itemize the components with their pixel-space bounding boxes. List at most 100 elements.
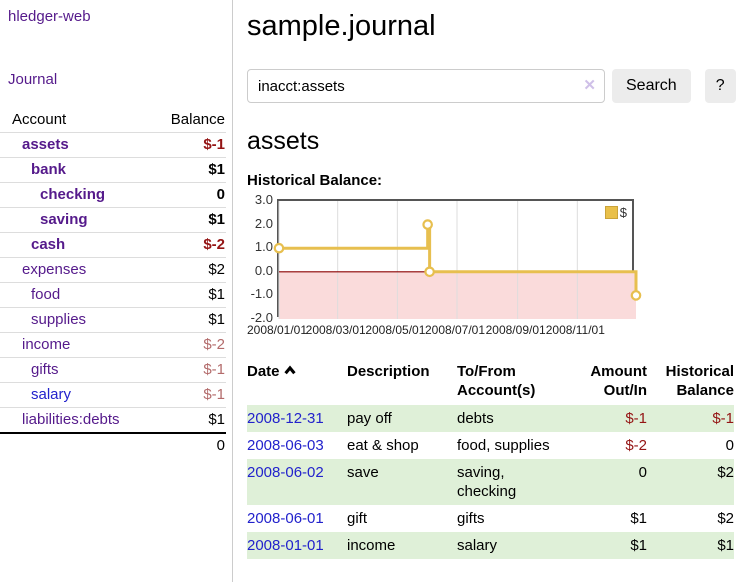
transaction-date-link[interactable]: 2008-06-02 [247,464,324,481]
accounts-total-row: 0 [0,432,226,458]
transaction-description: eat & shop [347,437,419,454]
account-link-food[interactable]: food [31,286,61,303]
search-form: ✕ Search ? [247,69,736,103]
chart-plot-area: $ [273,199,642,319]
transaction-accounts: salary [457,532,575,559]
account-link-saving[interactable]: saving [40,211,88,228]
transaction-amount: $1 [575,532,647,559]
x-axis-tick-label: 2008/01/01 [246,323,308,337]
account-row-saving: saving $1 [0,208,226,233]
account-balance: $1 [208,161,225,178]
account-balance: $1 [208,286,225,303]
transaction-date-link[interactable]: 2008-01-01 [247,537,324,554]
account-link-cash[interactable]: cash [31,236,66,253]
accounts-total-value: 0 [216,437,225,454]
account-link-income[interactable]: income [22,336,71,353]
account-balance: 0 [216,186,225,203]
account-link-salary[interactable]: salary [31,386,72,403]
search-input[interactable] [247,69,605,103]
x-axis-tick-label: 2008/03/01 [305,323,366,337]
transaction-description: income [347,532,457,559]
search-box: ✕ [247,69,605,103]
transaction-date-link[interactable]: 2008-12-31 [247,410,324,427]
balance-column-header: Balance [170,111,225,128]
account-row-salary: salary $-1 [0,383,226,408]
clear-search-icon[interactable]: ✕ [583,77,596,94]
accounts-table: Account Balance assets $-1 bank $1 check… [0,108,226,458]
chart-title: Historical Balance: [247,172,383,189]
account-row-liabilities-debts: liabilities:debts $1 [0,408,226,432]
account-row-cash: cash $-2 [0,233,226,258]
accounts-table-header: Account Balance [0,108,226,133]
transaction-date-link[interactable]: 2008-06-01 [247,510,324,527]
account-balance: $2 [208,261,225,278]
account-row-supplies: supplies $1 [0,308,226,333]
amount-column-header: Amount Out/In [590,363,647,399]
transaction-amount: 0 [575,459,647,505]
account-balance: $-2 [203,336,225,353]
transaction-amount: $1 [630,510,647,527]
date-column-header[interactable]: Date [247,359,347,405]
account-balance: $-1 [203,361,225,378]
transaction-row: 2008-12-31 pay off debts $-1 $-1 [247,405,734,432]
transaction-accounts: debts [457,405,575,432]
account-heading: assets [247,127,320,155]
transaction-balance: $2 [647,459,734,505]
x-axis-tick-label: 2008/07/01 [424,323,486,337]
y-axis-tick-label: -1.0 [250,286,273,302]
x-axis-tick-label: 2008/11/01 [545,323,605,337]
account-column-header: Account [12,111,67,128]
account-balance: $1 [208,311,225,328]
register-table: Date Description To/From Account(s) Amou… [247,359,734,559]
account-link-expenses[interactable]: expenses [22,261,87,278]
balance-column-header: Historical Balance [665,363,734,399]
account-row-checking: checking 0 [0,183,226,208]
account-link-bank[interactable]: bank [31,161,67,178]
transaction-balance: $-1 [647,405,734,432]
transaction-balance: $1 [647,532,734,559]
account-row-food: food $1 [0,283,226,308]
transaction-row: 2008-06-01 gift gifts $1 $2 [247,505,734,532]
transaction-date-link[interactable]: 2008-06-03 [247,437,324,454]
chart-legend: $ [604,205,627,220]
sidebar-item-journal[interactable]: Journal [8,71,58,88]
y-axis-tick-label: 0.0 [254,262,273,278]
account-row-assets: assets $-1 [0,133,226,158]
account-link-assets[interactable]: assets [22,136,69,153]
transaction-accounts: gifts [457,510,485,527]
account-link-gifts[interactable]: gifts [31,361,59,378]
y-axis-tick-label: -2.0 [250,310,273,325]
transaction-description: save [347,459,457,505]
transaction-accounts: saving, checking [457,459,575,505]
account-balance: $1 [208,211,225,228]
account-row-gifts: gifts $-1 [0,358,226,383]
account-balance: $-2 [203,236,225,253]
y-axis-tick-label: 1.0 [254,239,273,255]
sort-ascending-icon [283,365,296,375]
accounts-column-header: To/From Account(s) [457,363,536,399]
legend-label: $ [619,205,627,220]
historical-balance-chart: $ 3.0 2.0 1.0 0.0 -1.0 -2.0 2008/01/01 2008/03/… [246,192,734,341]
account-link-liabilities-debts[interactable]: liabilities:debts [22,411,120,428]
transaction-balance: 0 [725,437,734,454]
y-axis-tick-label: 2.0 [254,215,273,231]
chart-canvas [273,201,642,319]
app-title-link[interactable]: hledger-web [8,8,91,25]
sidebar: hledger-web Journal Account Balance asse… [0,0,233,582]
register-header-row: Date Description To/From Account(s) Amou… [247,359,734,405]
transaction-row: 2008-06-02 save saving, checking 0 $2 [247,459,734,505]
account-row-bank: bank $1 [0,158,226,183]
account-balance: $-1 [203,386,225,403]
x-axis-tick-label: 2008/09/01 [485,323,546,337]
search-button[interactable]: Search [612,69,691,103]
account-link-supplies[interactable]: supplies [31,311,87,328]
transaction-description: gift [347,510,368,527]
account-row-expenses: expenses $2 [0,258,226,283]
description-column-header: Description [347,363,430,380]
help-button[interactable]: ? [704,69,736,103]
transaction-accounts: food, supplies [457,437,550,454]
transaction-row: 2008-01-01 income salary $1 $1 [247,532,734,559]
account-balance: $-1 [203,136,225,153]
account-link-checking[interactable]: checking [40,186,106,203]
x-axis-tick-label: 2008/05/01 [365,323,426,337]
